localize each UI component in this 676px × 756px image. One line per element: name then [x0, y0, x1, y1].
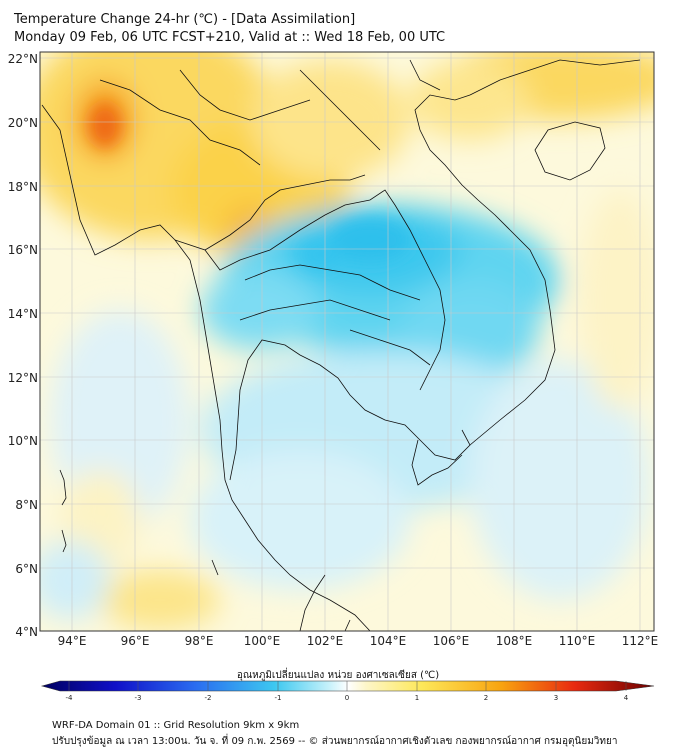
lat-label: 16°N [8, 243, 38, 257]
lat-label: 18°N [8, 180, 38, 194]
colorbar-tick: 0 [345, 694, 349, 702]
lat-label: 6°N [15, 562, 38, 576]
lon-label: 98°E [185, 634, 214, 648]
colorbar-tick: 2 [484, 694, 488, 702]
lon-label: 94°E [58, 634, 87, 648]
latitude-labels: 4°N 6°N 8°N 10°N 12°N 14°N 16°N 18°N 20°… [8, 52, 38, 639]
coastlines-borders [41, 59, 641, 631]
colorbar-tick: 3 [554, 694, 558, 702]
lat-label: 10°N [8, 434, 38, 448]
map-title: Temperature Change 24-hr (℃) - [Data Ass… [14, 12, 356, 27]
lat-label: 4°N [15, 625, 38, 639]
colorbar-tick: 1 [415, 694, 419, 702]
colorbar-tick: -3 [135, 694, 142, 702]
credit-line: ปรับปรุงข้อมูล ณ เวลา 13:00น. วัน จ. ที่… [52, 736, 618, 747]
lat-label: 14°N [8, 307, 38, 321]
lat-label: 8°N [15, 498, 38, 512]
lon-label: 104°E [370, 634, 407, 648]
model-info: WRF-DA Domain 01 :: Grid Resolution 9km … [52, 720, 300, 731]
plot-frame [39, 51, 655, 632]
temperature-field [40, 52, 654, 631]
lon-label: 110°E [559, 634, 596, 648]
lon-label: 106°E [433, 634, 470, 648]
graticule [40, 52, 654, 631]
lon-label: 100°E [244, 634, 281, 648]
map-subtitle: Monday 09 Feb, 06 UTC FCST+210, Valid at… [14, 30, 446, 45]
lon-label: 108°E [496, 634, 533, 648]
lon-label: 102°E [307, 634, 344, 648]
colorbar-bar [40, 680, 655, 692]
lon-label: 112°E [622, 634, 659, 648]
longitude-labels: 94°E 96°E 98°E 100°E 102°E 104°E 106°E 1… [58, 634, 659, 648]
colorbar-tick: -1 [275, 694, 282, 702]
lon-label: 96°E [121, 634, 150, 648]
lat-label: 22°N [8, 52, 38, 66]
lat-label: 12°N [8, 371, 38, 385]
lat-label: 20°N [8, 116, 38, 130]
colorbar-title: อุณหภูมิเปลี่ยนแปลง หน่วย องศาเซลเซียส (… [236, 670, 440, 681]
colorbar-tick: -4 [66, 694, 74, 702]
colorbar-tick: 4 [624, 694, 629, 702]
colorbar: -4 -3 -2 -1 0 1 2 3 4 [40, 680, 655, 702]
colorbar-tick: -2 [205, 694, 212, 702]
